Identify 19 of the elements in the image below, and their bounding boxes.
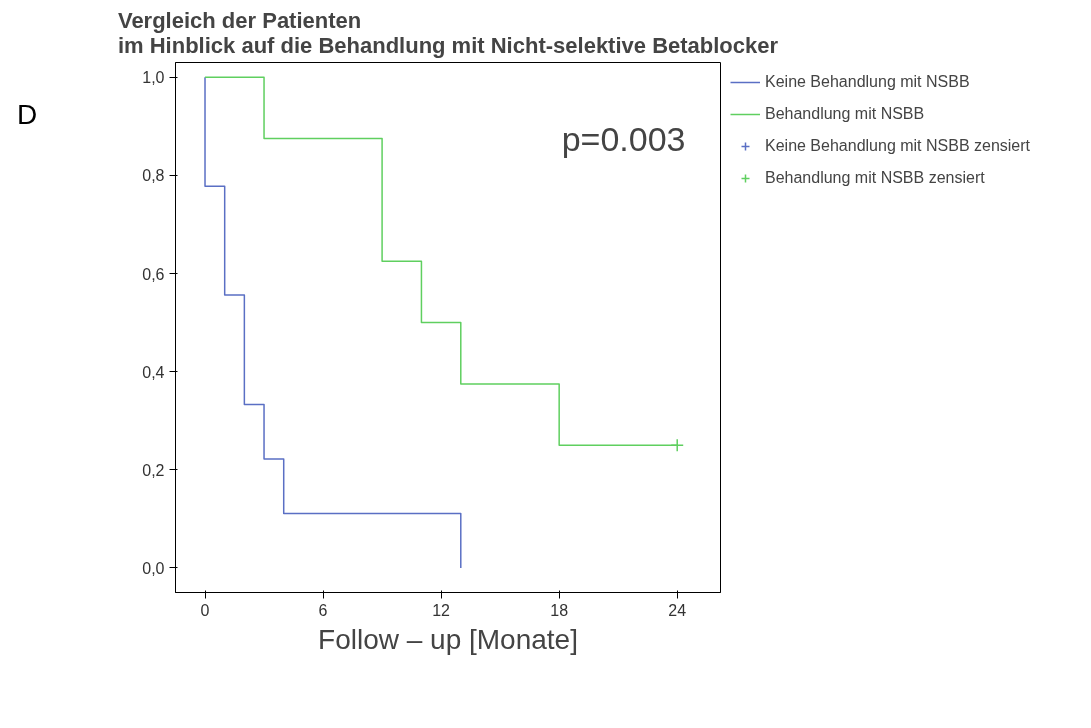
- x-tick-label: 6: [318, 601, 328, 619]
- legend-label: Keine Behandlung mit NSBB: [765, 73, 970, 91]
- y-tick-label: 0,6: [142, 265, 165, 283]
- x-tick-label: 24: [668, 601, 687, 619]
- legend-label: Behandlung mit NSBB: [765, 105, 925, 123]
- legend-label: Keine Behandlung mit NSBB zensiert: [765, 137, 1031, 155]
- text: D: [17, 98, 38, 132]
- chart-title: Vergleich der Patienten im Hinblick auf die Behandlung mit Nicht-selektive Betablocker: [117, 7, 779, 58]
- x-tick-label: 18: [550, 601, 569, 619]
- annotation: p=0.003: [561, 119, 686, 158]
- x-tick-label: 12: [432, 601, 451, 619]
- y-tick-label: 1,0: [142, 69, 165, 87]
- y-tick-label: 0,2: [142, 461, 165, 479]
- legend-label: Behandlung mit NSBB zensiert: [765, 169, 985, 187]
- y-tick-label: 0,0: [142, 559, 165, 577]
- x-tick-label: 0: [200, 601, 210, 619]
- x-axis-title: Follow – up [Monate]: [318, 623, 578, 655]
- y-tick-label: 0,4: [142, 363, 165, 381]
- y-tick-label: 0,8: [142, 167, 165, 185]
